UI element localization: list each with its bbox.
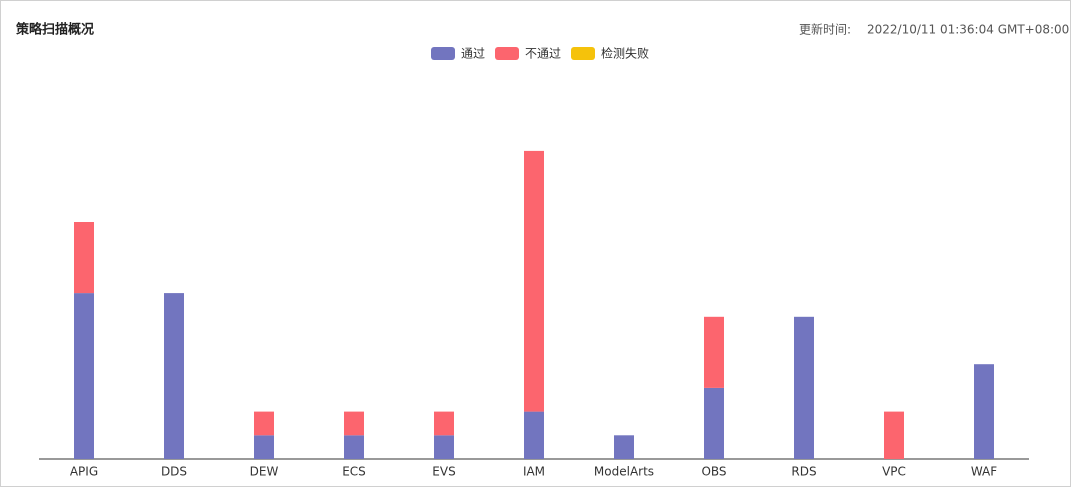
bar-segment [254, 435, 274, 459]
bar-segment [704, 387, 724, 459]
x-tick-label: VPC [882, 465, 906, 479]
bar-segment [794, 316, 814, 459]
legend-swatch[interactable] [431, 47, 455, 60]
legend-label[interactable]: 不通过 [525, 47, 561, 61]
bar-segment [344, 411, 364, 436]
bar-segment [974, 364, 994, 459]
x-tick-label: OBS [701, 465, 726, 479]
bar-segment [164, 293, 184, 459]
x-tick-label: ECS [342, 465, 366, 479]
bar-segment [524, 150, 544, 412]
x-tick-label: IAM [523, 465, 545, 479]
x-tick-label: WAF [971, 465, 997, 479]
bar-segment [704, 316, 724, 388]
x-tick-label: RDS [791, 465, 816, 479]
legend-label[interactable]: 检测失败 [601, 46, 649, 61]
bar-segment [74, 293, 94, 459]
bar-segment [524, 411, 544, 459]
x-tick-label: ModelArts [594, 465, 654, 479]
x-tick-label: APIG [70, 465, 98, 479]
bar-segment [254, 411, 274, 436]
update-time: 2022/10/11 01:36:04 GMT+08:00 [867, 23, 1069, 37]
update-label: 更新时间: [799, 22, 851, 37]
bar-segment [884, 411, 904, 459]
x-tick-label: DDS [161, 465, 187, 479]
legend-swatch[interactable] [571, 47, 595, 60]
bar-segment [344, 435, 364, 459]
bar-segment [434, 435, 454, 459]
legend-label[interactable]: 通过 [461, 47, 485, 61]
chart-title: 策略扫描概况 [16, 22, 94, 38]
x-tick-label: DEW [250, 465, 279, 479]
bar-segment [614, 435, 634, 459]
bar-segment [434, 411, 454, 436]
bar-segment [74, 222, 94, 294]
legend-swatch[interactable] [495, 47, 519, 60]
x-tick-label: EVS [432, 465, 455, 479]
